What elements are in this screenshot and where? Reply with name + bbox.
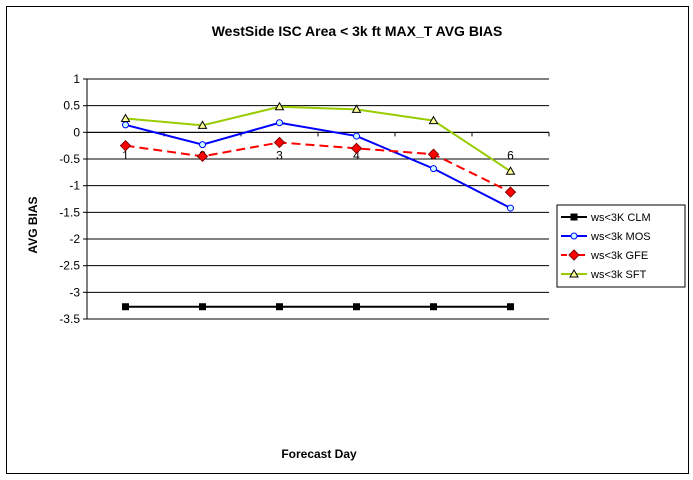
data-point — [197, 120, 208, 129]
axes: 10.50-0.5-1-1.5-2-2.5-3-3.5123456 — [59, 72, 550, 326]
data-point — [353, 132, 360, 140]
x-tick-label: 4 — [353, 148, 360, 162]
x-axis-label: Forecast Day — [281, 447, 357, 461]
data-point — [351, 104, 362, 113]
legend-swatch-marker — [569, 268, 579, 278]
legend-entry-label: ws<3k GFE — [590, 250, 648, 262]
y-tick-label: -1 — [69, 179, 80, 193]
data-point — [427, 148, 440, 160]
legend-swatch-marker — [570, 213, 578, 221]
data-point — [353, 303, 360, 311]
y-tick-label: -3.5 — [59, 312, 80, 326]
data-point — [122, 121, 129, 129]
legend-swatch-marker — [570, 232, 578, 240]
data-point — [276, 119, 283, 127]
data-point — [350, 142, 363, 155]
data-point — [507, 303, 514, 311]
data-point — [196, 150, 209, 163]
data-point — [199, 303, 206, 311]
data-point — [430, 165, 437, 173]
y-tick-label: -3 — [69, 285, 80, 299]
series-line — [125, 105, 512, 173]
data-point — [428, 115, 439, 125]
x-tick-label: 6 — [507, 148, 514, 162]
y-tick-label: -2 — [69, 232, 80, 246]
series-line — [125, 121, 511, 209]
legend-entry-label: ws<3k MOS — [590, 231, 651, 243]
data-point — [199, 141, 206, 149]
series-lines — [119, 101, 517, 311]
y-tick-label: 1 — [73, 72, 80, 86]
data-point — [122, 303, 129, 311]
y-tick-label: 0.5 — [63, 99, 80, 113]
data-point — [505, 166, 516, 175]
legend-entry-label: ws<3k SFT — [590, 269, 647, 281]
y-tick-label: -1.5 — [59, 205, 80, 219]
data-point — [504, 186, 517, 198]
x-tick-label: 1 — [122, 148, 129, 162]
y-tick-label: 0 — [73, 125, 80, 139]
legend: ws<3K CLM ws<3k MOS ws<3k GFE ws<3k SFT — [556, 204, 686, 288]
y-tick-label: -2.5 — [59, 259, 80, 273]
data-point — [273, 136, 286, 149]
data-point — [119, 139, 132, 152]
data-point — [276, 303, 283, 311]
data-point — [507, 204, 514, 212]
legend-swatch-marker — [568, 249, 580, 261]
data-point — [430, 303, 437, 311]
chart-area: WestSide ISC Area < 3k ft MAX_T AVG BIAS… — [6, 6, 689, 474]
line-chart: WestSide ISC Area < 3k ft MAX_T AVG BIAS… — [26, 23, 686, 461]
legend-entry-label: ws<3K CLM — [590, 212, 651, 224]
y-axis-label: AVG BIAS — [26, 196, 40, 253]
x-tick-label: 3 — [276, 148, 283, 162]
y-tick-label: -0.5 — [59, 152, 80, 166]
gridlines — [87, 78, 549, 320]
data-point — [120, 113, 131, 122]
series-line — [125, 141, 511, 193]
chart-title: WestSide ISC Area < 3k ft MAX_T AVG BIAS — [212, 23, 503, 39]
data-point — [274, 101, 285, 111]
